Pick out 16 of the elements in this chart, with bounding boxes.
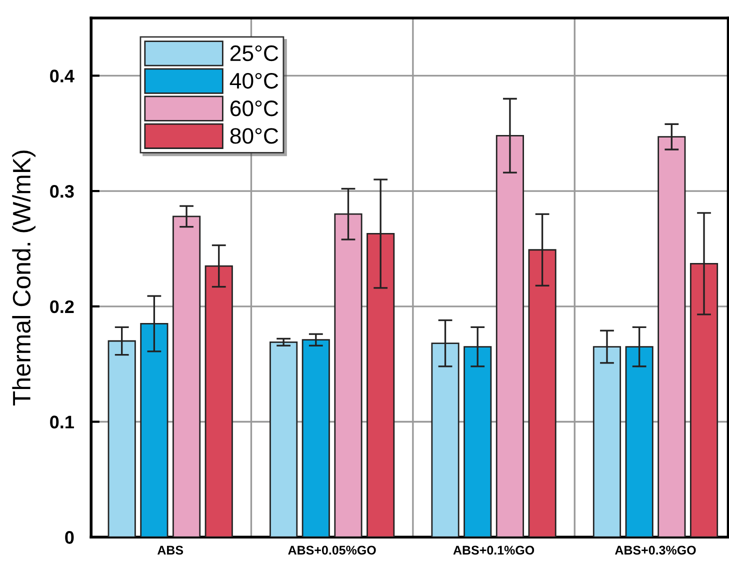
y-tick-label: 0.4 [50, 70, 74, 82]
y-tick-label: 0.3 [50, 184, 74, 198]
x-tick-label: ABS+0.05%GO [288, 546, 376, 555]
bar [302, 339, 330, 538]
y-tick-label: 0.1 [50, 416, 74, 428]
x-tick-label: ABS [157, 546, 184, 555]
y-tick-label: 0 [65, 531, 74, 544]
legend-label: 40°C [230, 72, 278, 89]
legend-label: 60°C [230, 100, 278, 116]
legend-label: 80°C [230, 128, 278, 144]
y-tick-label: 0.2 [50, 300, 74, 314]
x-tick-label: ABS+0.1%GO [453, 546, 534, 555]
y-axis-title: Thermal Cond. (W/mK) [12, 150, 36, 406]
x-tick-label: ABS+0.3%GO [614, 546, 696, 555]
bar [270, 341, 298, 538]
legend-label: 25°C [230, 45, 278, 62]
